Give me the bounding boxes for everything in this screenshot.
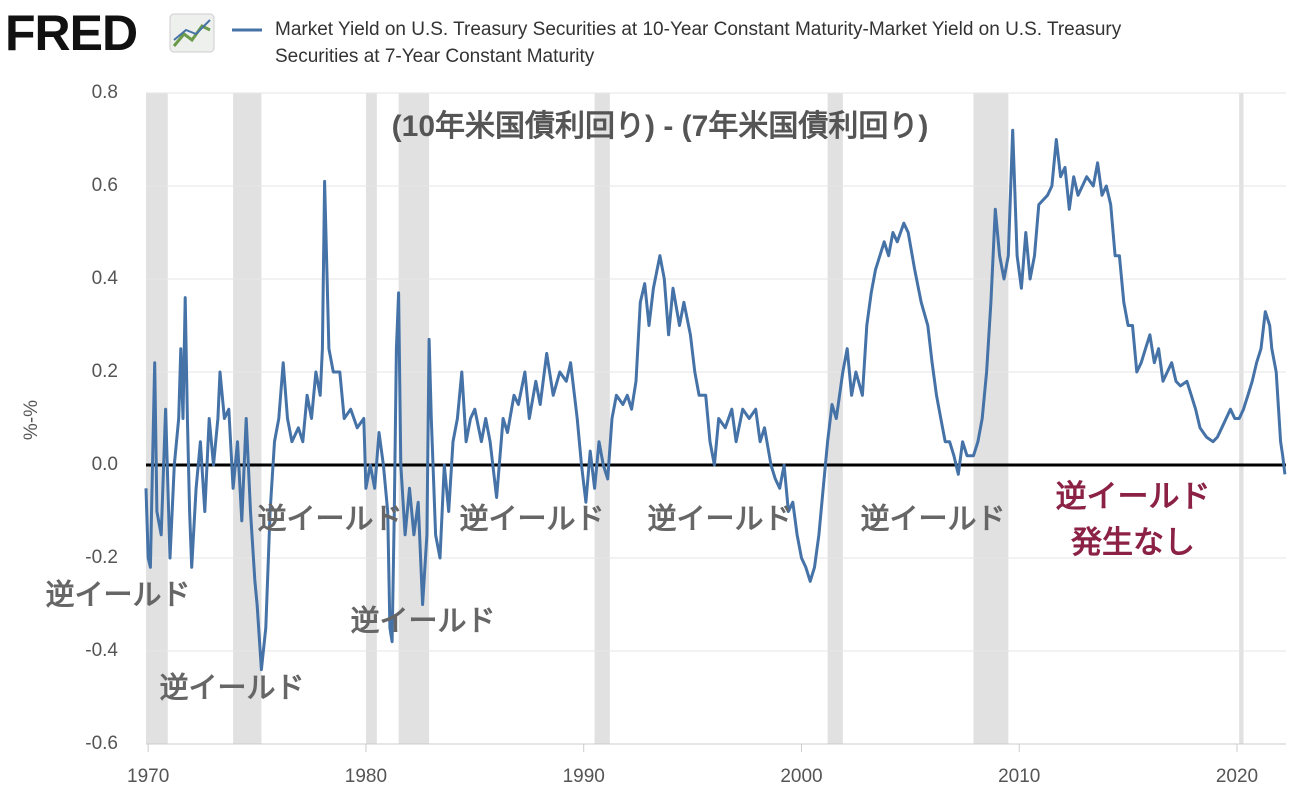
legend-entry: Market Yield on U.S. Treasury Securities… [275,19,1122,67]
x-tick-label: 2020 [1216,766,1258,787]
y-tick-label: -0.4 [85,640,118,661]
x-tick-label: 2010 [998,766,1040,787]
note: 逆イールド [1056,479,1211,514]
y-tick-label: 0.4 [92,268,119,289]
y-tick-label: -0.2 [85,547,118,568]
x-tick-label: 1970 [127,766,169,787]
annotation: 逆イールド [459,502,604,536]
y-tick-label: 0.8 [92,82,118,103]
logo-icon [169,13,215,53]
annotation: 逆イールド [860,502,1005,536]
note: 発生なし [1070,525,1195,560]
annotation: 逆イールド [257,502,402,536]
annotation: 逆イールド [45,578,190,612]
recession-band [1239,93,1244,744]
recession-band [594,93,610,744]
annotation: 逆イールド [647,502,792,536]
y-tick-label: 0.0 [92,454,118,475]
recession-band [398,93,430,744]
x-tick-label: 2000 [780,766,822,787]
recession-band [973,93,1009,744]
logo: FRED [5,5,137,61]
series-line [144,128,1287,672]
x-tick-label: 1990 [563,766,605,787]
y-tick-label: -0.6 [85,733,118,754]
x-tick-label: 1980 [345,766,387,787]
annotation: 逆イールド [159,671,304,705]
annotation: 逆イールド [350,604,495,638]
y-axis-label: %-% [21,400,42,440]
chart-title: (10年米国債利回り) - (7年米国債利回り) [392,110,929,143]
y-tick-label: 0.2 [92,361,118,382]
recession-band [365,93,377,744]
y-tick-label: 0.6 [92,175,118,196]
